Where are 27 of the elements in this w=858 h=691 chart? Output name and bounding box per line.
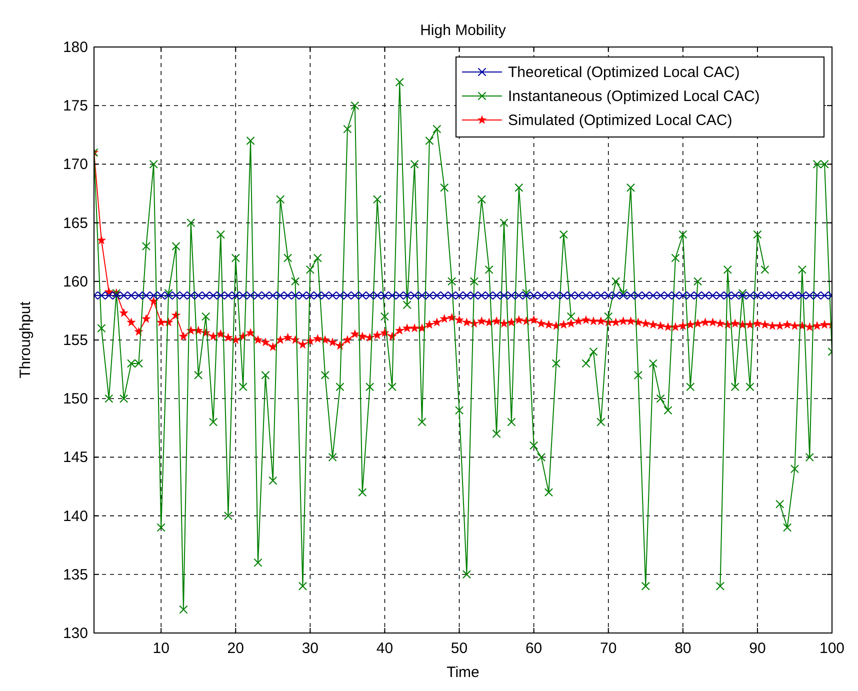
y-tick-label: 180	[62, 39, 88, 56]
y-tick-label: 175	[62, 98, 88, 115]
y-tick-label: 140	[62, 508, 88, 525]
y-tick-label: 150	[62, 390, 88, 408]
x-tick-label: 100	[819, 640, 845, 657]
legend-label: Theoretical (Optimized Local CAC)	[508, 64, 740, 81]
x-tick-label: 70	[600, 640, 617, 657]
x-tick-label: 20	[227, 640, 244, 657]
x-axis-title: Time	[446, 664, 480, 681]
chart-title: High Mobility	[420, 22, 506, 39]
x-tick-label: 30	[302, 640, 319, 657]
x-tick-label: 90	[749, 640, 766, 657]
x-tick-label: 50	[450, 640, 468, 657]
legend-label: Simulated (Optimized Local CAC)	[508, 112, 732, 129]
y-tick-label: 155	[62, 332, 88, 349]
y-tick-label: 130	[62, 625, 88, 642]
x-tick-label: 10	[152, 640, 170, 657]
y-tick-label: 160	[62, 273, 88, 290]
y-axis-title: Throughput	[17, 300, 34, 378]
x-tick-label: 80	[674, 640, 692, 657]
legend-label: Instantaneous (Optimized Local CAC)	[508, 88, 760, 105]
x-tick-label: 40	[376, 640, 394, 657]
y-tick-label: 165	[62, 214, 88, 232]
y-tick-label: 170	[62, 156, 88, 174]
y-tick-label: 145	[62, 449, 88, 466]
y-tick-label: 135	[62, 566, 88, 584]
x-tick-label: 60	[525, 640, 542, 657]
